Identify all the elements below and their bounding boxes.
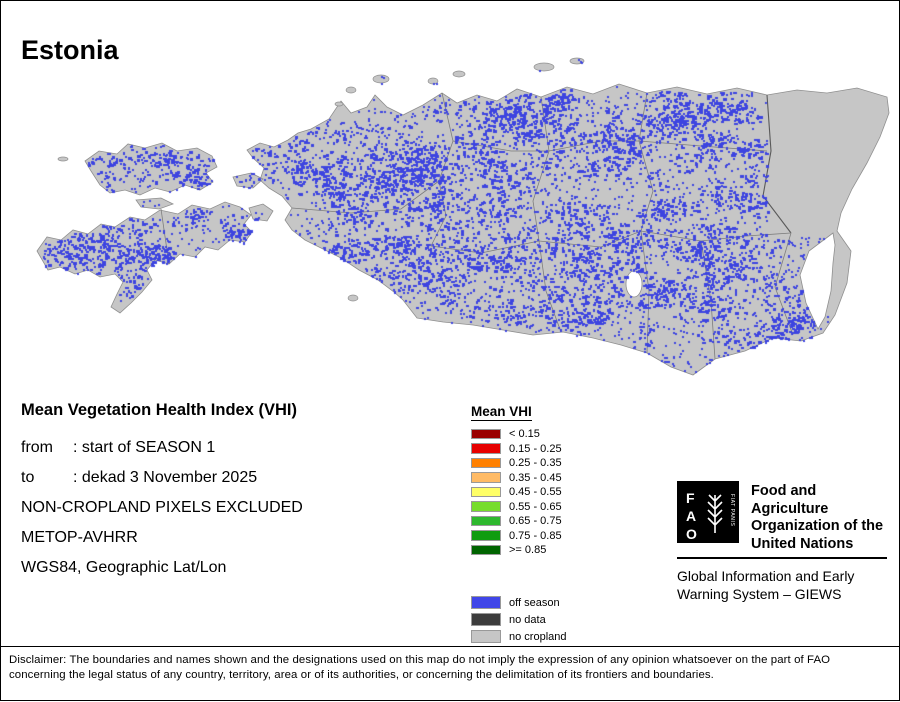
projection-name: WGS84, Geographic Lat/Lon: [21, 559, 227, 576]
legend-row: 0.55 - 0.65: [471, 501, 567, 513]
legend-row: < 0.15: [471, 428, 567, 440]
fao-logo-icon: F A O FIAT PANIS: [677, 481, 739, 543]
legend-swatch: [471, 457, 501, 469]
legend-swatch: [471, 443, 501, 454]
legend-label: 0.25 - 0.35: [509, 457, 562, 469]
sensor-name: METOP-AVHRR: [21, 529, 138, 546]
legend-swatch: [471, 613, 501, 626]
legend-swatch: [471, 501, 501, 512]
fao-divider-line: [677, 557, 887, 559]
legend-label: 0.15 - 0.25: [509, 442, 562, 455]
giews-label: Global Information and Early Warning Sys…: [677, 568, 855, 602]
legend-swatch: [471, 515, 501, 527]
vhi-heading: Mean Vegetation Health Index (VHI): [21, 401, 297, 419]
wheat-ear-icon: [707, 494, 723, 533]
legend-row: 0.45 - 0.55: [471, 486, 567, 498]
from-label: from: [21, 439, 53, 456]
fao-logo: F A O FIAT PANIS: [677, 481, 739, 543]
legend-row: 0.35 - 0.45: [471, 472, 567, 484]
fao-logo-letter: A: [686, 508, 696, 524]
legend-swatch: [471, 428, 501, 440]
legend-swatch: [471, 486, 501, 498]
to-value: : dekad 3 November 2025: [73, 469, 258, 486]
legend-row: no cropland: [471, 630, 567, 643]
legend-row: off season: [471, 596, 567, 609]
legend-row: >= 0.85: [471, 544, 567, 556]
legend-label: 0.75 - 0.85: [509, 529, 562, 542]
legend-row: 0.25 - 0.35: [471, 457, 567, 469]
legend-label: 0.45 - 0.55: [509, 486, 562, 498]
disclaimer-bar: Disclaimer: The boundaries and names sho…: [1, 646, 899, 700]
country-title: Estonia: [21, 35, 119, 66]
legend-swatch: [471, 472, 501, 483]
map-info-block: Mean Vegetation Health Index (VHI) from:…: [21, 401, 303, 589]
vhi-legend: Mean VHI < 0.15 0.15 - 0.25 0.25 - 0.35 …: [471, 403, 567, 647]
legend-row: no data: [471, 613, 567, 626]
to-label: to: [21, 469, 35, 486]
legend-label: 0.55 - 0.65: [509, 500, 562, 513]
fao-logo-letter: F: [686, 490, 695, 506]
legend-swatch: [471, 544, 501, 556]
legend-swatch: [471, 530, 501, 541]
legend-label: no data: [509, 613, 546, 626]
legend-label: 0.65 - 0.75: [509, 515, 562, 527]
legend-label: 0.35 - 0.45: [509, 471, 562, 484]
legend-label: off season: [509, 596, 560, 609]
legend-row: 0.15 - 0.25: [471, 443, 567, 455]
fao-logo-letter: O: [686, 526, 697, 542]
exclusion-note: NON-CROPLAND PIXELS EXCLUDED: [21, 499, 303, 516]
fao-motto: FIAT PANIS: [729, 494, 735, 526]
legend-swatch: [471, 630, 501, 643]
from-value: : start of SEASON 1: [73, 439, 216, 456]
from-line: from : start of SEASON 1: [21, 439, 303, 456]
legend-row: 0.75 - 0.85: [471, 530, 567, 542]
legend-label: < 0.15: [509, 428, 540, 440]
legend-row: 0.65 - 0.75: [471, 515, 567, 527]
disclaimer-text: Disclaimer: The boundaries and names sho…: [9, 654, 831, 681]
fao-org-name: Food and Agriculture Organization of the…: [751, 483, 884, 552]
legend-label: no cropland: [509, 630, 567, 643]
legend-swatch: [471, 596, 501, 609]
legend-title: Mean VHI: [471, 404, 532, 421]
to-line: to : dekad 3 November 2025: [21, 469, 303, 486]
legend-label: >= 0.85: [509, 544, 547, 556]
